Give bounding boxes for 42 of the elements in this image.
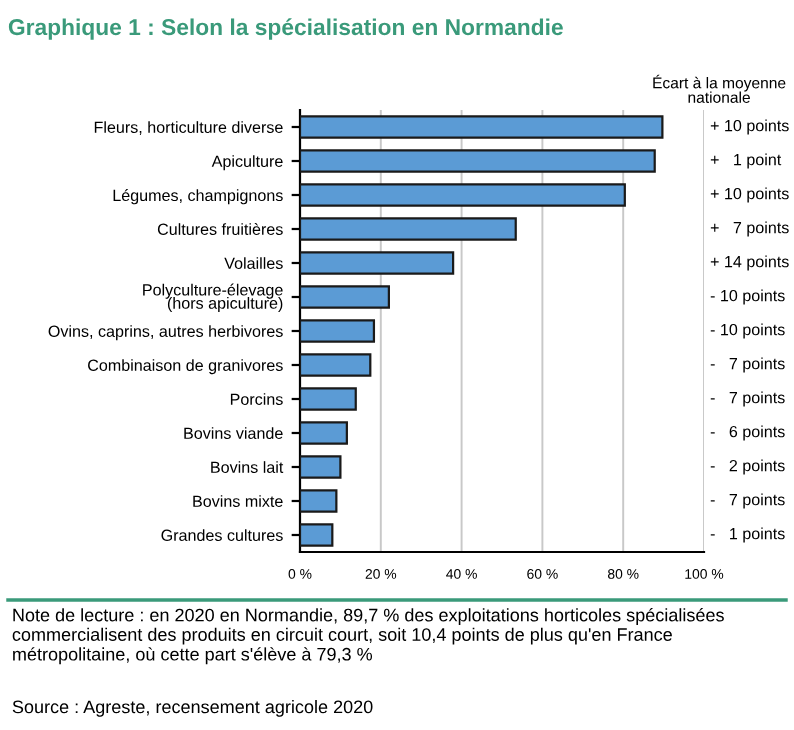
y-tick-label: Volailles — [224, 257, 283, 269]
text: - 7 points — [710, 357, 785, 373]
text: + 10 points — [710, 187, 789, 203]
bar — [300, 387, 357, 411]
bar — [300, 421, 348, 445]
text: - 10 points — [710, 289, 785, 305]
y-tick-label: Porcins — [230, 393, 283, 405]
bar — [300, 183, 626, 207]
y-tick-label: Légumes, champignons — [113, 189, 283, 205]
y-tick-label: Polyculture-élevage (hors apiculture) — [143, 283, 283, 313]
text: + 10 points — [710, 119, 789, 135]
text: - 2 points — [710, 459, 785, 475]
bar — [300, 149, 656, 173]
text: - 7 points — [710, 391, 785, 407]
text: + 7 points — [710, 221, 789, 237]
bar — [300, 115, 664, 139]
chart-title: Graphique 1 : Selon la spécialisation en Normandie — [8, 18, 563, 40]
bar — [300, 455, 342, 479]
y-tick-label: Cultures fruitières — [157, 222, 283, 235]
source-note: Source : Agreste, recensement agricole 2020 — [12, 700, 373, 717]
y-tick-label: Bovins viande — [184, 427, 283, 439]
text: - 6 points — [710, 425, 785, 441]
y-tick-label: Ovins, caprins, autres herbivores — [48, 325, 283, 341]
text: + 1 point — [710, 153, 782, 169]
bar — [300, 251, 455, 275]
text: Note de lecture : en 2020 en Normandie, 89,7 % des exploitations horticoles spécialisées commercialisent des produits en circuit court, soit 10,4 points de plus qu'en France métropolitaine, où cette part s'élève à 79,3 % — [12, 608, 724, 665]
bar — [300, 489, 338, 513]
y-tick-label: Bovins lait — [211, 461, 284, 473]
y-tick-label: Fleurs, horticulture diverse — [94, 121, 283, 135]
y-tick-label: Combinaison de granivores — [88, 359, 283, 375]
bar — [300, 217, 517, 241]
bar — [300, 319, 376, 343]
text: - 10 points — [710, 323, 785, 339]
text: - 7 points — [710, 493, 785, 509]
bar — [300, 353, 372, 377]
text: - 1 points — [710, 527, 785, 543]
y-tick-label: Grandes cultures — [161, 529, 283, 541]
text: + 14 points — [710, 255, 789, 271]
bar — [300, 523, 334, 547]
y-tick-label: Apiculture — [211, 155, 283, 171]
y-tick-label: Bovins mixte — [193, 495, 283, 507]
bar — [300, 285, 390, 309]
